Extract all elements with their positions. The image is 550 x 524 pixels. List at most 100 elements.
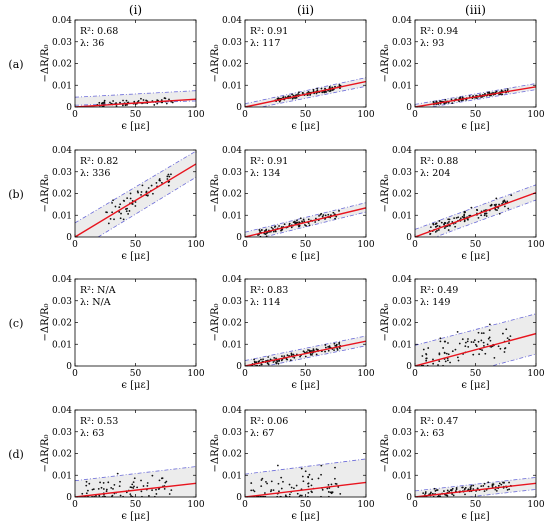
data-point xyxy=(284,96,287,99)
data-point xyxy=(252,489,255,492)
data-point xyxy=(101,102,104,104)
data-point xyxy=(160,181,163,184)
data-point xyxy=(250,482,253,484)
data-point xyxy=(484,92,486,95)
data-point xyxy=(324,214,327,217)
data-point xyxy=(486,343,489,346)
data-point xyxy=(502,332,504,335)
data-point xyxy=(129,493,132,495)
y-tick-label: 0.02 xyxy=(392,319,412,329)
y-tick-label: 0.03 xyxy=(392,428,412,438)
data-point xyxy=(155,488,157,491)
x-axis-label: ϵ [με] xyxy=(121,511,149,522)
data-point xyxy=(432,101,435,103)
data-point xyxy=(339,492,342,495)
data-point xyxy=(272,489,275,492)
data-point xyxy=(166,175,169,178)
data-point xyxy=(500,89,503,92)
x-tick-label: 50 xyxy=(470,110,482,120)
data-point xyxy=(151,489,153,492)
data-point xyxy=(490,345,493,348)
data-point xyxy=(298,221,301,224)
data-point xyxy=(300,494,303,497)
data-point xyxy=(98,494,101,497)
data-point xyxy=(456,330,459,333)
plot-area xyxy=(415,313,536,366)
x-tick-label: 100 xyxy=(527,369,544,379)
y-tick-label: 0.04 xyxy=(222,146,242,156)
data-point xyxy=(260,485,263,487)
data-point xyxy=(269,358,272,361)
y-axis-label: −ΔR/R₀ xyxy=(210,44,221,82)
data-point xyxy=(168,175,171,178)
lambda-annotation: λ: 67 xyxy=(250,428,274,439)
data-point xyxy=(327,213,330,216)
data-point xyxy=(437,364,439,366)
data-point xyxy=(150,184,153,187)
data-point xyxy=(457,216,460,219)
data-point xyxy=(292,353,295,356)
data-point xyxy=(297,225,300,228)
x-tick-label: 50 xyxy=(130,369,142,379)
y-tick-label: 0.03 xyxy=(222,38,242,48)
data-point xyxy=(111,211,114,214)
data-point xyxy=(125,208,127,210)
data-point xyxy=(467,338,469,340)
data-point xyxy=(278,100,281,103)
data-point xyxy=(158,479,161,482)
data-point xyxy=(147,194,149,197)
data-point xyxy=(334,482,337,485)
data-point xyxy=(446,222,449,224)
data-point xyxy=(294,222,296,224)
data-point xyxy=(443,490,445,492)
data-point xyxy=(277,97,280,100)
data-point xyxy=(498,482,501,485)
data-point xyxy=(483,212,486,215)
confidence-band xyxy=(75,466,196,497)
data-point xyxy=(422,348,425,351)
data-point xyxy=(327,483,330,486)
data-point xyxy=(466,340,469,343)
data-point xyxy=(119,480,121,483)
data-point xyxy=(127,213,130,215)
data-point xyxy=(309,353,312,356)
x-tick-label: 100 xyxy=(527,110,544,120)
data-point xyxy=(166,178,169,180)
x-tick-label: 100 xyxy=(357,240,374,250)
data-point xyxy=(480,485,483,488)
data-point xyxy=(437,229,440,231)
data-point xyxy=(98,101,101,104)
x-axis-label: ϵ [με] xyxy=(291,251,319,262)
data-point xyxy=(122,218,125,221)
data-point xyxy=(170,173,172,176)
data-point xyxy=(440,221,443,224)
data-point xyxy=(280,229,282,232)
data-point xyxy=(502,201,505,204)
data-point xyxy=(118,206,121,209)
y-tick-label: 0 xyxy=(66,233,72,243)
r-squared-annotation: R²: 0.47 xyxy=(420,416,458,427)
data-point xyxy=(495,90,498,93)
data-point xyxy=(147,187,150,189)
y-axis-label: −ΔR/R₀ xyxy=(380,174,391,212)
data-point xyxy=(315,348,318,351)
data-point xyxy=(455,487,458,489)
data-point xyxy=(164,481,167,484)
data-point xyxy=(136,190,139,193)
row-label: (d) xyxy=(8,448,24,461)
data-point xyxy=(334,466,336,469)
data-point xyxy=(258,360,261,362)
data-point xyxy=(501,93,504,96)
data-point xyxy=(331,491,334,494)
data-point xyxy=(446,359,449,362)
data-point xyxy=(334,85,336,88)
data-point xyxy=(483,344,485,347)
data-point xyxy=(438,352,441,355)
data-point xyxy=(475,345,478,347)
data-point xyxy=(145,190,148,193)
data-point xyxy=(275,362,278,365)
x-tick-label: 0 xyxy=(242,369,248,379)
data-point xyxy=(136,486,139,489)
data-point xyxy=(282,480,284,483)
y-axis-label: −ΔR/R₀ xyxy=(380,434,391,472)
